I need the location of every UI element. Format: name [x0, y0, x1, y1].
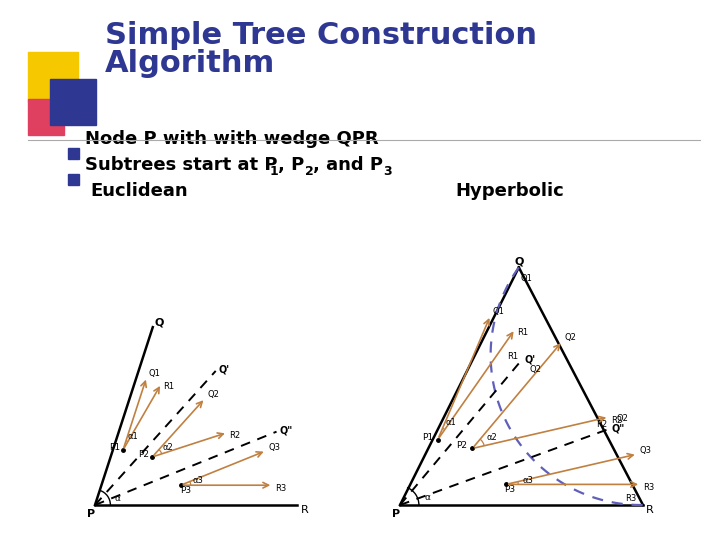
Text: 2: 2	[305, 165, 314, 178]
Text: P3: P3	[504, 485, 515, 495]
Text: α3: α3	[522, 476, 533, 485]
Text: P: P	[87, 509, 95, 519]
Text: Q': Q'	[219, 365, 230, 375]
Text: 1: 1	[270, 165, 279, 178]
Text: R3: R3	[625, 494, 636, 503]
Text: , P: , P	[278, 156, 305, 174]
Text: Subtrees start at P: Subtrees start at P	[85, 156, 277, 174]
Text: R1: R1	[508, 352, 518, 361]
Text: Q3: Q3	[269, 443, 280, 451]
Text: , and P: , and P	[313, 156, 383, 174]
Text: R2: R2	[230, 431, 240, 441]
Text: α: α	[424, 492, 431, 502]
Text: Simple Tree Construction: Simple Tree Construction	[105, 21, 537, 50]
Text: R: R	[300, 505, 308, 515]
Text: P2: P2	[138, 450, 149, 459]
Text: R1: R1	[517, 328, 528, 337]
Text: Node P with with wedge QPR: Node P with with wedge QPR	[85, 130, 379, 148]
Text: P2: P2	[456, 442, 467, 450]
Text: Hyperbolic: Hyperbolic	[455, 182, 564, 200]
Text: Q": Q"	[279, 426, 293, 436]
Text: Q2: Q2	[207, 390, 219, 399]
Text: P1: P1	[422, 433, 433, 442]
Text: α2: α2	[486, 433, 497, 442]
Text: R3: R3	[275, 484, 287, 493]
Text: Q: Q	[155, 317, 164, 327]
Text: Q: Q	[515, 256, 524, 266]
Text: Algorithm: Algorithm	[105, 49, 275, 78]
Text: α1: α1	[128, 432, 139, 441]
Text: Q3: Q3	[639, 446, 652, 455]
Bar	[28, 99, 64, 135]
Bar	[50, 79, 96, 125]
Text: Q": Q"	[611, 423, 624, 433]
Text: α3: α3	[193, 476, 204, 485]
Text: Q1: Q1	[149, 369, 161, 378]
Bar	[68, 174, 79, 185]
Text: R3: R3	[643, 483, 654, 492]
Text: Euclidean: Euclidean	[90, 182, 188, 200]
Text: Q1: Q1	[492, 307, 505, 316]
Text: α1: α1	[446, 418, 456, 427]
Text: R2: R2	[596, 420, 607, 429]
Text: Q2: Q2	[564, 333, 577, 342]
Text: R: R	[646, 505, 654, 515]
Text: R1: R1	[163, 382, 174, 392]
Text: Q1: Q1	[521, 274, 533, 284]
Text: P: P	[392, 509, 400, 519]
Bar	[68, 148, 79, 159]
Text: R2: R2	[611, 416, 622, 425]
Text: 3: 3	[383, 165, 392, 178]
Text: P1: P1	[109, 443, 120, 452]
Text: Q2: Q2	[616, 414, 628, 423]
Bar	[28, 52, 78, 102]
Text: Q': Q'	[524, 354, 536, 364]
Text: Q2: Q2	[529, 365, 541, 374]
Text: P3: P3	[180, 486, 191, 495]
Text: α2: α2	[163, 443, 174, 453]
Text: α: α	[114, 494, 121, 503]
